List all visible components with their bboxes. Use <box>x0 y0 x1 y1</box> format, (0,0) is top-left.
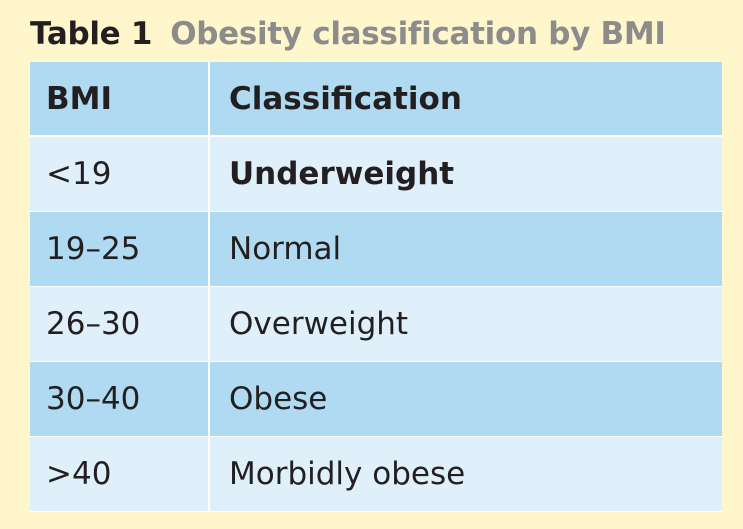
table-caption: Table 1 Obesity classification by BMI <box>30 14 666 54</box>
classification-cell: Overweight <box>229 306 409 342</box>
header-classification: Classification <box>229 80 462 117</box>
bmi-cell: 26–30 <box>30 287 210 361</box>
table-row: 26–30 Overweight <box>30 287 722 362</box>
classification-cell: Underweight <box>229 156 455 192</box>
bmi-cell: 19–25 <box>30 212 210 286</box>
table-title: Obesity classification by BMI <box>170 16 666 52</box>
table-row: 30–40 Obese <box>30 362 722 437</box>
classification-cell: Obese <box>229 381 328 417</box>
classification-cell: Normal <box>229 231 342 267</box>
bmi-cell: 30–40 <box>30 362 210 436</box>
header-bmi: BMI <box>30 62 210 135</box>
table-header-row: BMI Classification <box>30 62 722 137</box>
bmi-table: BMI Classification <19 Underweight 19–25… <box>30 62 722 512</box>
bmi-cell: >40 <box>30 437 210 511</box>
table-row: 19–25 Normal <box>30 212 722 287</box>
table-number: Table 1 <box>30 16 153 52</box>
classification-cell: Morbidly obese <box>229 456 466 492</box>
bmi-cell: <19 <box>30 137 210 211</box>
table-row: >40 Morbidly obese <box>30 437 722 512</box>
table-row: <19 Underweight <box>30 137 722 212</box>
